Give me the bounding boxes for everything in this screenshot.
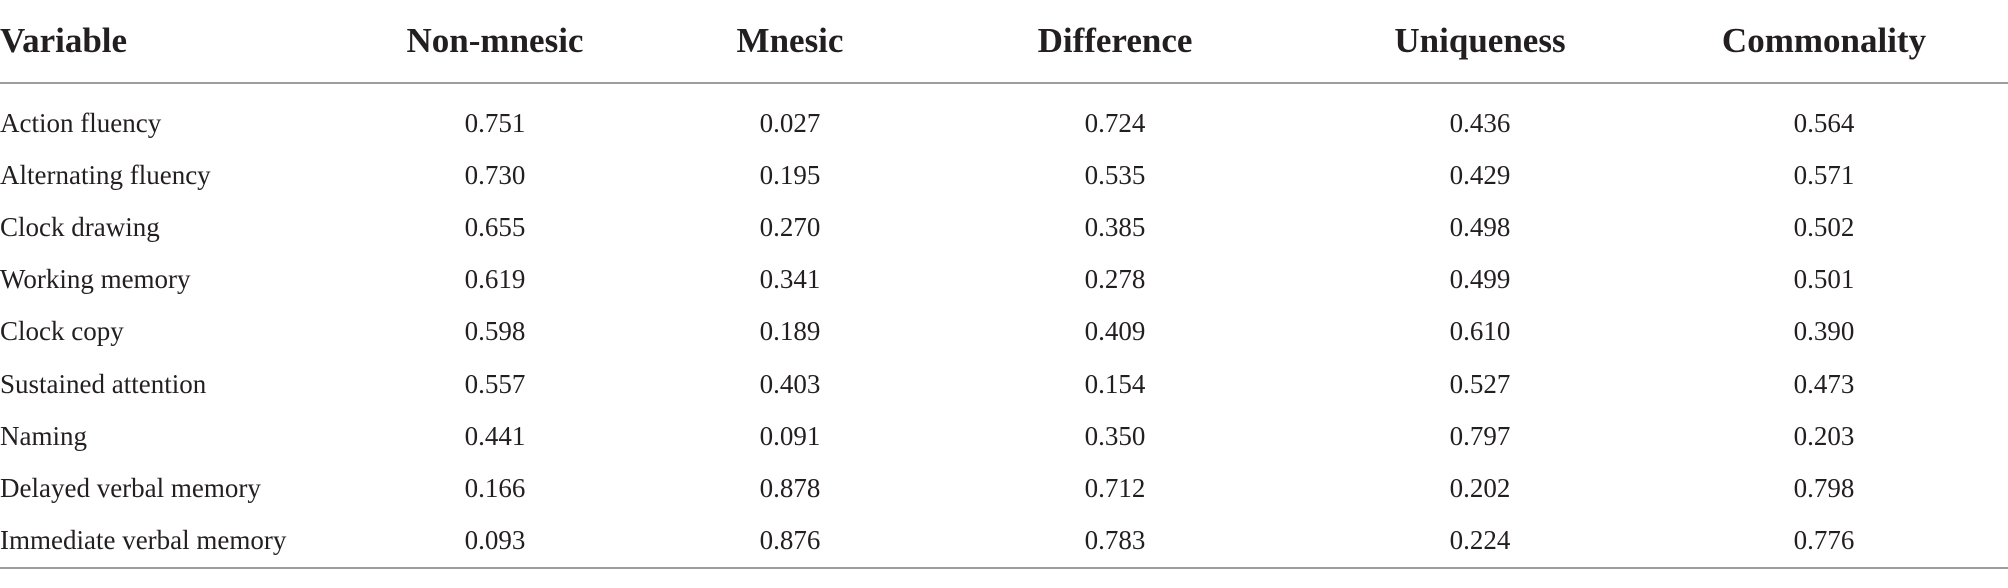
- cell-difference: 0.154: [1084, 368, 1146, 399]
- cell-variable: Working memory: [0, 264, 191, 295]
- cell-mnesic: 0.091: [759, 420, 821, 451]
- cell-commonality: 0.798: [1793, 472, 1855, 503]
- header-row: Variable Non-mnesic Mnesic Difference Un…: [0, 0, 2008, 84]
- cell-variable: Sustained attention: [0, 368, 207, 399]
- header-mnesic: Mnesic: [670, 0, 910, 84]
- cell-variable: Delayed verbal memory: [0, 472, 261, 503]
- cell-difference: 0.712: [1084, 472, 1146, 503]
- cell-uniqueness: 0.610: [1449, 316, 1511, 347]
- cell-uniqueness: 0.436: [1449, 107, 1511, 138]
- cell-non-mnesic: 0.441: [464, 420, 526, 451]
- table-row: Working memory 0.619 0.341 0.278 0.499 0…: [0, 254, 2008, 306]
- header-commonality: Commonality: [1640, 0, 2008, 84]
- header-non-mnesic: Non-mnesic: [320, 0, 670, 84]
- cell-mnesic: 0.341: [759, 264, 821, 295]
- cell-mnesic: 0.270: [759, 211, 821, 242]
- table-row: Naming 0.441 0.091 0.350 0.797 0.203: [0, 410, 2008, 462]
- cell-difference: 0.724: [1084, 107, 1146, 138]
- table-row: Sustained attention 0.557 0.403 0.154 0.…: [0, 358, 2008, 410]
- cell-uniqueness: 0.499: [1449, 264, 1511, 295]
- cell-commonality: 0.501: [1793, 264, 1855, 295]
- cell-variable: Alternating fluency: [0, 159, 211, 190]
- cell-commonality: 0.203: [1793, 420, 1855, 451]
- cell-variable: Clock copy: [0, 316, 124, 347]
- header-uniqueness: Uniqueness: [1320, 0, 1640, 84]
- cell-commonality: 0.390: [1793, 316, 1855, 347]
- cell-non-mnesic: 0.751: [464, 107, 526, 138]
- cell-non-mnesic: 0.619: [464, 264, 526, 295]
- cell-uniqueness: 0.202: [1449, 472, 1511, 503]
- cell-commonality: 0.564: [1793, 107, 1855, 138]
- table-header: Variable Non-mnesic Mnesic Difference Un…: [0, 0, 2008, 84]
- cell-commonality: 0.571: [1793, 159, 1855, 190]
- cell-commonality: 0.473: [1793, 368, 1855, 399]
- cell-variable: Immediate verbal memory: [0, 514, 320, 569]
- header-variable: Variable: [0, 0, 320, 84]
- cell-difference: 0.409: [1084, 316, 1146, 347]
- cell-non-mnesic: 0.557: [464, 368, 526, 399]
- cell-non-mnesic: 0.655: [464, 211, 526, 242]
- table-row: Clock copy 0.598 0.189 0.409 0.610 0.390: [0, 306, 2008, 358]
- table-spacer: [0, 83, 2008, 97]
- data-table: Variable Non-mnesic Mnesic Difference Un…: [0, 0, 2008, 569]
- cell-difference: 0.783: [910, 514, 1320, 569]
- cell-mnesic: 0.189: [759, 316, 821, 347]
- cell-uniqueness: 0.527: [1449, 368, 1511, 399]
- table-row: Action fluency 0.751 0.027 0.724 0.436 0…: [0, 97, 2008, 149]
- cell-difference: 0.350: [1084, 420, 1146, 451]
- cell-non-mnesic: 0.598: [464, 316, 526, 347]
- cell-difference: 0.278: [1084, 264, 1146, 295]
- cell-variable: Clock drawing: [0, 211, 160, 242]
- cell-uniqueness: 0.498: [1449, 211, 1511, 242]
- cell-uniqueness: 0.429: [1449, 159, 1511, 190]
- cell-mnesic: 0.876: [670, 514, 910, 569]
- cell-mnesic: 0.195: [759, 159, 821, 190]
- cell-commonality: 0.502: [1793, 211, 1855, 242]
- cell-difference: 0.535: [1084, 159, 1146, 190]
- cell-mnesic: 0.878: [759, 472, 821, 503]
- cell-uniqueness: 0.797: [1449, 420, 1511, 451]
- cell-uniqueness: 0.224: [1320, 514, 1640, 569]
- table-row: Alternating fluency 0.730 0.195 0.535 0.…: [0, 149, 2008, 201]
- cell-commonality: 0.776: [1640, 514, 2008, 569]
- cell-variable: Naming: [0, 420, 87, 451]
- table-row: Immediate verbal memory 0.093 0.876 0.78…: [0, 514, 2008, 569]
- cell-non-mnesic: 0.093: [320, 514, 670, 569]
- table-row: Delayed verbal memory 0.166 0.878 0.712 …: [0, 462, 2008, 514]
- cell-non-mnesic: 0.166: [464, 472, 526, 503]
- cell-variable: Action fluency: [0, 107, 162, 138]
- cell-non-mnesic: 0.730: [464, 159, 526, 190]
- header-difference: Difference: [910, 0, 1320, 84]
- cell-mnesic: 0.027: [759, 107, 821, 138]
- cell-difference: 0.385: [1084, 211, 1146, 242]
- table-body: Action fluency 0.751 0.027 0.724 0.436 0…: [0, 83, 2008, 569]
- table-row: Clock drawing 0.655 0.270 0.385 0.498 0.…: [0, 201, 2008, 253]
- cell-mnesic: 0.403: [759, 368, 821, 399]
